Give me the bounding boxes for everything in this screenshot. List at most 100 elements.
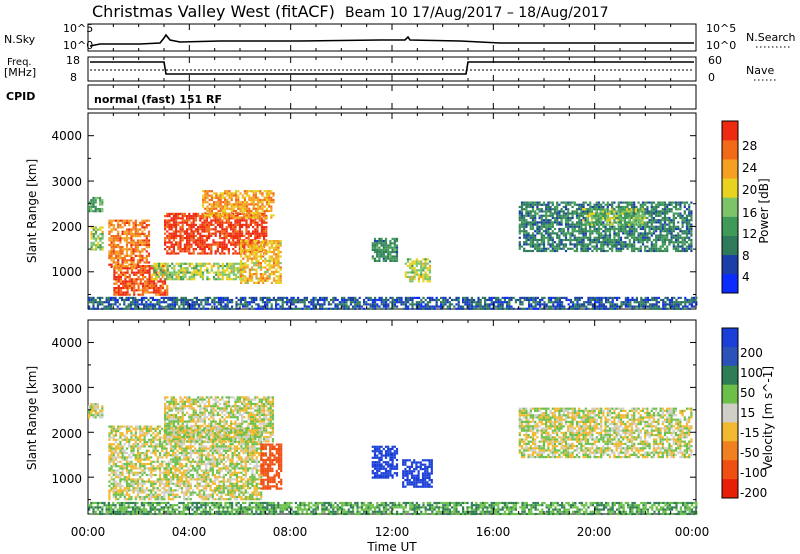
power-echo-cell <box>212 241 215 244</box>
power-echo-cell <box>600 296 603 299</box>
power-echo-cell <box>257 277 260 280</box>
power-echo-cell <box>552 296 555 299</box>
power-echo-cell <box>101 307 104 310</box>
power-echo-cell <box>681 219 684 222</box>
power-echo-cell <box>675 298 678 302</box>
power-echo-cell <box>632 221 635 224</box>
power-echo-cell <box>567 216 570 220</box>
power-echo-cell <box>626 203 629 206</box>
power-echo-cell <box>241 219 244 222</box>
power-echo-cell <box>232 194 235 197</box>
power-echo-cell <box>236 243 239 246</box>
power-echo-cell <box>561 296 564 299</box>
power-echo-cell <box>564 249 568 253</box>
power-echo-cell <box>520 225 524 228</box>
power-echo-cell <box>628 203 631 206</box>
power-echo-cell <box>268 262 271 265</box>
power-echo-cell <box>615 245 618 248</box>
power-echo-cell <box>179 264 183 268</box>
power-echo-cell <box>129 305 132 308</box>
power-echo-cell <box>411 303 414 306</box>
power-echo-cell <box>690 296 693 299</box>
power-echo-cell <box>170 228 173 231</box>
power-echo-cell <box>270 240 273 243</box>
power-echo-cell <box>668 305 671 308</box>
power-echo-cell <box>578 307 581 310</box>
power-echo-cell <box>221 214 224 217</box>
power-echo-cell <box>371 257 374 260</box>
power-echo-cell <box>400 303 403 306</box>
power-echo-cell <box>179 267 183 270</box>
power-echo-cell <box>125 246 129 249</box>
power-echo-cell <box>639 203 642 206</box>
power-echo-cell <box>257 248 260 251</box>
power-echo-cell <box>677 303 680 306</box>
power-echo-cell <box>604 208 607 211</box>
power-echo-cell <box>646 225 649 228</box>
power-echo-cell <box>520 210 524 213</box>
power-echo-cell <box>622 301 625 304</box>
power-echo-cell <box>553 247 557 250</box>
power-echo-cell <box>679 234 682 237</box>
power-echo-cell <box>221 275 224 279</box>
power-echo-cell <box>179 212 182 215</box>
power-echo-cell <box>246 264 249 267</box>
power-echo-cell <box>265 198 268 202</box>
power-echo-cell <box>613 201 616 204</box>
power-echo-cell <box>124 291 127 294</box>
power-echo-cell <box>382 246 385 249</box>
power-echo-cell <box>641 227 645 231</box>
power-echo-cell <box>277 270 280 273</box>
power-echo-cell <box>216 248 219 251</box>
power-echo-cell <box>246 209 249 213</box>
power-echo-cell <box>264 257 267 260</box>
power-echo-cell <box>685 227 689 231</box>
power-echo-cell <box>279 296 282 299</box>
power-echo-cell <box>398 296 401 299</box>
power-echo-cell <box>294 301 297 304</box>
power-echo-cell <box>422 307 425 310</box>
power-echo-cell <box>536 223 539 226</box>
power-echo-cell <box>466 303 469 306</box>
power-echo-cell <box>567 303 570 306</box>
power-echo-cell <box>553 241 557 244</box>
power-echo-cell <box>124 284 127 287</box>
power-echo-cell <box>230 207 233 210</box>
power-echo-cell <box>132 301 135 304</box>
power-echo-cell <box>238 226 241 229</box>
power-echo-cell <box>179 217 182 220</box>
power-echo-cell <box>683 221 686 224</box>
power-echo-cell <box>139 239 142 242</box>
power-echo-cell <box>161 280 164 283</box>
power-echo-cell <box>631 307 634 310</box>
power-echo-cell <box>540 221 543 224</box>
power-echo-cell <box>96 303 99 306</box>
power-echo-cell <box>608 223 611 226</box>
power-echo-cell <box>215 271 218 274</box>
power-echo-cell <box>244 279 247 282</box>
power-echo-cell <box>144 265 147 268</box>
power-echo-cell <box>88 296 91 299</box>
power-echo-cell <box>228 194 231 197</box>
power-echo-cell <box>619 245 623 248</box>
power-echo-cell <box>615 241 618 244</box>
power-echo-cell <box>679 212 682 215</box>
power-echo-cell <box>670 221 673 224</box>
power-echo-cell <box>574 296 577 299</box>
power-echo-cell <box>583 301 586 304</box>
power-echo-cell <box>587 301 590 304</box>
power-echo-cell <box>166 293 169 296</box>
power-echo-cell <box>413 303 416 306</box>
power-echo-cell <box>523 232 526 235</box>
power-echo-cell <box>666 249 669 253</box>
power-echo-cell <box>582 243 585 246</box>
power-echo-cell <box>259 275 262 278</box>
power-echo-cell <box>652 201 656 204</box>
power-echo-cell <box>582 247 585 250</box>
power-echo-cell <box>597 201 601 204</box>
power-echo-cell <box>646 216 649 220</box>
power-echo-cell <box>675 305 678 308</box>
power-echo-cell <box>221 223 224 226</box>
power-echo-cell <box>646 223 649 226</box>
power-echo-cell <box>529 238 532 242</box>
